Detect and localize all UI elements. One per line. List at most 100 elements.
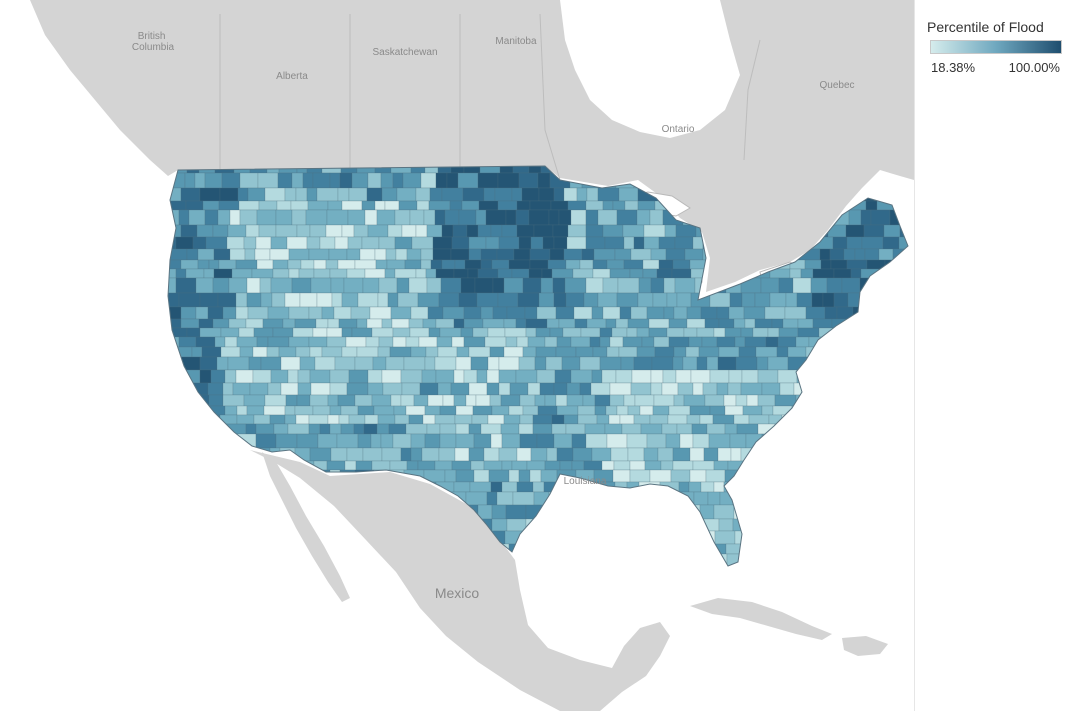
county-cell[interactable] xyxy=(437,346,458,358)
county-cell[interactable] xyxy=(185,565,201,578)
county-cell[interactable] xyxy=(327,414,340,425)
county-cell[interactable] xyxy=(261,543,284,555)
county-cell[interactable] xyxy=(430,259,443,270)
county-cell[interactable] xyxy=(518,172,539,189)
county-cell[interactable] xyxy=(287,369,299,384)
county-cell[interactable] xyxy=(668,405,691,416)
county-cell[interactable] xyxy=(392,336,407,348)
county-cell[interactable] xyxy=(644,460,662,471)
county-cell[interactable] xyxy=(211,481,227,493)
county-cell[interactable] xyxy=(752,518,766,532)
county-cell[interactable] xyxy=(630,553,646,566)
county-cell[interactable] xyxy=(659,504,671,520)
county-cell[interactable] xyxy=(806,530,823,545)
county-cell[interactable] xyxy=(256,259,274,270)
county-cell[interactable] xyxy=(641,336,655,348)
county-cell[interactable] xyxy=(848,209,862,226)
county-cell[interactable] xyxy=(196,447,212,462)
county-cell[interactable] xyxy=(271,553,291,566)
county-cell[interactable] xyxy=(712,414,735,425)
county-cell[interactable] xyxy=(661,382,679,396)
county-cell[interactable] xyxy=(401,224,417,238)
county-cell[interactable] xyxy=(812,318,833,329)
county-cell[interactable] xyxy=(501,433,521,449)
county-cell[interactable] xyxy=(408,318,424,329)
county-cell[interactable] xyxy=(291,209,307,226)
county-cell[interactable] xyxy=(329,172,341,189)
county-cell[interactable] xyxy=(585,433,608,449)
county-cell[interactable] xyxy=(309,447,332,462)
county-cell[interactable] xyxy=(411,236,434,250)
county-cell[interactable] xyxy=(901,504,914,520)
county-cell[interactable] xyxy=(567,224,587,238)
county-cell[interactable] xyxy=(381,447,402,462)
county-cell[interactable] xyxy=(713,327,726,338)
county-cell[interactable] xyxy=(166,481,181,493)
county-cell[interactable] xyxy=(846,259,868,270)
county-cell[interactable] xyxy=(453,394,467,407)
county-cell[interactable] xyxy=(778,277,794,294)
county-cell[interactable] xyxy=(400,394,415,407)
county-cell[interactable] xyxy=(166,433,182,449)
county-cell[interactable] xyxy=(408,414,424,425)
county-cell[interactable] xyxy=(671,268,692,279)
county-cell[interactable] xyxy=(902,423,913,435)
county-cell[interactable] xyxy=(373,405,395,416)
county-cell[interactable] xyxy=(192,543,207,555)
county-cell[interactable] xyxy=(180,224,198,238)
county-cell[interactable] xyxy=(246,405,265,416)
county-cell[interactable] xyxy=(619,414,635,425)
county-cell[interactable] xyxy=(877,460,899,471)
county-cell[interactable] xyxy=(263,405,286,416)
county-cell[interactable] xyxy=(798,469,811,483)
county-cell[interactable] xyxy=(203,268,215,279)
county-cell[interactable] xyxy=(366,318,383,329)
county-cell[interactable] xyxy=(245,224,260,238)
county-cell[interactable] xyxy=(270,236,288,250)
county-cell[interactable] xyxy=(260,356,282,371)
county-cell[interactable] xyxy=(299,292,318,308)
county-cell[interactable] xyxy=(563,187,578,202)
county-cell[interactable] xyxy=(682,356,698,371)
county-cell[interactable] xyxy=(421,447,440,462)
county-cell[interactable] xyxy=(893,327,910,338)
county-cell[interactable] xyxy=(341,292,359,308)
county-cell[interactable] xyxy=(357,565,378,578)
county-cell[interactable] xyxy=(733,414,750,425)
county-cell[interactable] xyxy=(787,356,808,371)
county-cell[interactable] xyxy=(551,414,565,425)
county-cell[interactable] xyxy=(327,394,339,407)
county-cell[interactable] xyxy=(450,382,470,396)
county-cell[interactable] xyxy=(199,327,222,338)
county-cell[interactable] xyxy=(341,224,355,238)
county-cell[interactable] xyxy=(271,292,286,308)
county-cell[interactable] xyxy=(282,318,296,329)
county-cell[interactable] xyxy=(704,394,725,407)
county-cell[interactable] xyxy=(803,518,826,532)
county-cell[interactable] xyxy=(585,224,604,238)
county-cell[interactable] xyxy=(442,394,455,407)
county-cell[interactable] xyxy=(827,224,847,238)
county-cell[interactable] xyxy=(872,382,886,396)
county-cell[interactable] xyxy=(642,259,660,270)
county-cell[interactable] xyxy=(522,346,537,358)
county-cell[interactable] xyxy=(296,394,311,407)
county-cell[interactable] xyxy=(846,236,863,250)
county-cell[interactable] xyxy=(637,504,650,520)
county-cell[interactable] xyxy=(713,481,725,493)
county-cell[interactable] xyxy=(591,530,611,545)
county-cell[interactable] xyxy=(886,356,899,371)
county-cell[interactable] xyxy=(785,292,798,308)
county-cell[interactable] xyxy=(354,259,377,270)
county-cell[interactable] xyxy=(403,356,426,371)
county-cell[interactable] xyxy=(461,200,480,211)
county-cell[interactable] xyxy=(546,447,558,462)
county-cell[interactable] xyxy=(631,369,652,384)
county-cell[interactable] xyxy=(260,292,273,308)
county-cell[interactable] xyxy=(842,530,862,545)
county-cell[interactable] xyxy=(633,236,645,250)
county-cell[interactable] xyxy=(833,491,853,506)
county-cell[interactable] xyxy=(218,200,240,211)
county-cell[interactable] xyxy=(857,481,879,493)
county-cell[interactable] xyxy=(577,530,593,545)
